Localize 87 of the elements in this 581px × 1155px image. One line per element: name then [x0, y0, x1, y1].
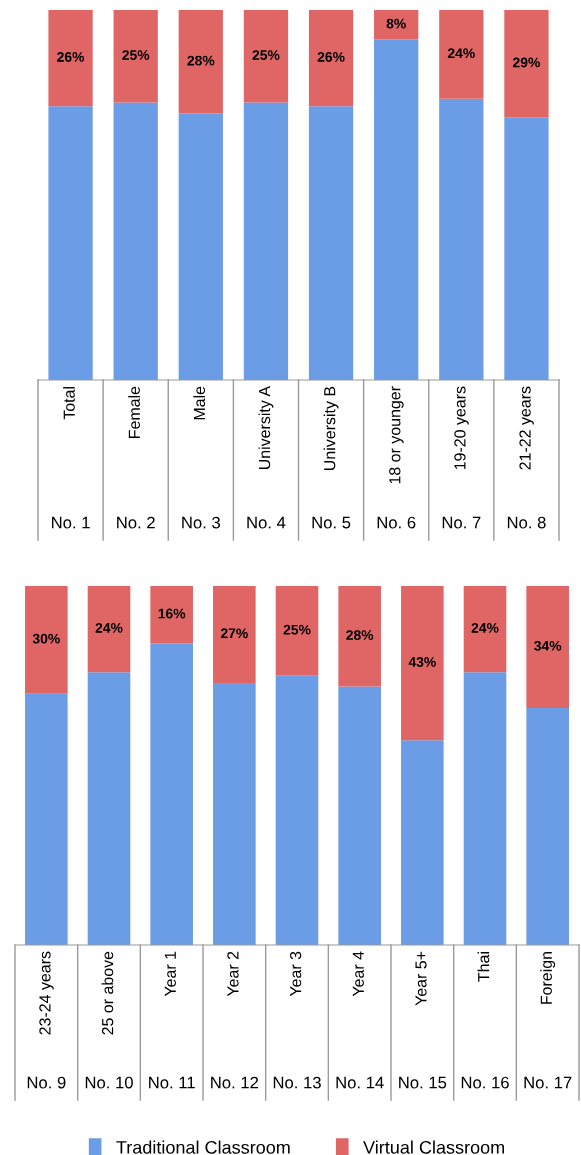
text: No. 16 [461, 1076, 509, 1089]
text: No. 13 [273, 1076, 321, 1089]
x-tick-label: Year 4 [352, 951, 364, 997]
data-label: 43% [408, 657, 436, 667]
data-label: 29% [513, 57, 540, 68]
bar [213, 682, 256, 945]
bar [439, 98, 484, 380]
x-tick-label: 19-20 years [454, 386, 469, 470]
bar [87, 586, 131, 673]
bar [439, 10, 484, 99]
data-label: 24% [95, 622, 123, 633]
text: No. 6 [377, 516, 416, 529]
text: No. 14 [336, 1076, 384, 1089]
x-tick-label: Female [128, 386, 140, 438]
text: No. 7 [442, 516, 481, 529]
text: No. 5 [312, 516, 351, 529]
bar [374, 39, 419, 380]
text: No. 11 [149, 1076, 195, 1089]
bar [150, 643, 193, 945]
data-label: 26% [317, 51, 345, 62]
bar [243, 10, 289, 103]
x-tick-label: 21-22 years [519, 386, 534, 470]
bar [308, 106, 354, 380]
bar [338, 586, 381, 687]
x-tick-label: Year 5+ [415, 951, 427, 1006]
bar [374, 10, 419, 40]
data-label: 24% [471, 622, 499, 633]
data-label: 28% [346, 630, 374, 640]
x-tick-label: 25 or above [101, 951, 114, 1035]
legend-label: Traditional Classroom [116, 1140, 290, 1154]
text: No. 12 [211, 1076, 259, 1089]
data-label: 27% [220, 628, 248, 639]
bar [463, 586, 507, 673]
data-label: 16% [158, 608, 186, 619]
text: No. 17 [524, 1076, 572, 1089]
text: No. 10 [85, 1076, 133, 1089]
data-label: 30% [32, 633, 60, 644]
bar [243, 102, 289, 380]
x-tick-label: Thai [477, 952, 490, 982]
bar [48, 106, 93, 380]
x-tick-label: Year 1 [164, 951, 176, 997]
bar [113, 102, 158, 380]
bar [25, 693, 68, 945]
bar [401, 740, 444, 945]
x-tick-label: Male [193, 386, 206, 420]
bar [87, 672, 131, 945]
text: No. 3 [182, 516, 220, 529]
bar [338, 686, 381, 945]
bar [526, 708, 569, 945]
text: No. 4 [247, 516, 286, 529]
bar [526, 586, 569, 709]
bar [48, 10, 93, 107]
bar [178, 113, 223, 380]
data-label: 25% [283, 624, 311, 635]
legend-label: Virtual Classroom [363, 1140, 504, 1154]
data-label: 28% [187, 55, 215, 66]
data-label: 24% [447, 48, 475, 59]
bar [504, 10, 549, 118]
bar [178, 10, 223, 114]
x-tick-label: 18 or younger [389, 386, 404, 484]
bar [504, 117, 549, 380]
bar [275, 586, 319, 676]
bar [150, 586, 193, 644]
text: No. 9 [27, 1076, 66, 1089]
text: No. 15 [399, 1076, 447, 1089]
x-tick-label: University A [258, 386, 274, 470]
x-tick-label: 23-24 years [39, 951, 54, 1035]
text: No. 8 [507, 516, 546, 529]
bar [463, 672, 507, 945]
data-label: 25% [252, 50, 280, 60]
data-label: 8% [386, 18, 406, 29]
x-tick-label: Total [63, 387, 75, 420]
bar [275, 675, 319, 945]
bar [308, 10, 354, 107]
x-tick-label: Year 2 [227, 951, 239, 997]
bar [213, 586, 256, 683]
x-tick-label: Year 3 [289, 951, 302, 997]
text: No. 1 [52, 516, 90, 529]
bar [401, 586, 444, 741]
data-label: 34% [534, 640, 562, 651]
bar [25, 586, 68, 694]
text: No. 2 [117, 516, 155, 529]
x-tick-label: Foreign [540, 952, 556, 1004]
data-label: 26% [57, 51, 85, 62]
data-label: 25% [122, 50, 150, 60]
x-tick-label: University B [323, 386, 339, 470]
bar [113, 10, 158, 103]
